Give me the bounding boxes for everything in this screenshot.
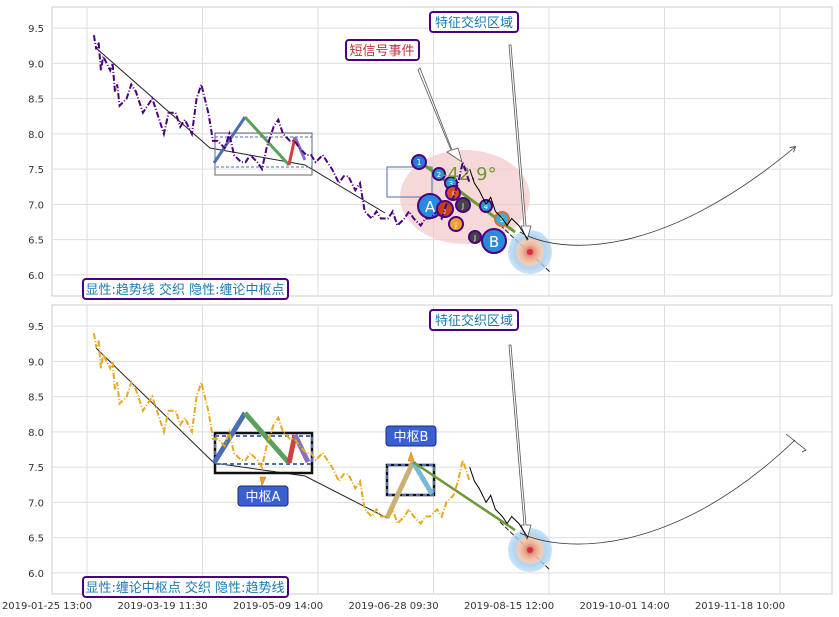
top-signal-markers: 1 2 3 J A J J J 4 5 J B: [411, 154, 510, 254]
signal-label-3: 3: [449, 180, 453, 188]
top-projection-curve: [519, 147, 795, 246]
y-tick-label: 9.5: [28, 322, 44, 333]
series-line-bottom-0: [92, 333, 471, 526]
x-tick-label: 2019-08-15 12:00: [464, 601, 554, 612]
bottom-zigzag-lightblue: [410, 460, 435, 496]
signal-label-j1: J: [451, 190, 454, 198]
bottom-legend-label: 显性:缠论中枢点 交织 隐性:趋势线: [85, 580, 284, 596]
bottom-zone-label-box: 特征交织区域: [429, 309, 519, 331]
pivot-letter-b: B: [489, 233, 499, 251]
top-target-center: [527, 249, 533, 255]
y-tick-label: 7.5: [28, 165, 44, 176]
series-line-top-0: [92, 35, 471, 228]
pivot-b-label: 中枢B: [394, 430, 429, 445]
x-tick-label: 2019-05-09 14:00: [233, 601, 323, 612]
signal-circle-4: [479, 199, 493, 213]
y-tick-label: 6.5: [28, 534, 44, 545]
signal-circle-j5: [468, 230, 482, 244]
pivot-a-label-box: 中枢A: [237, 485, 289, 507]
series-line-top-1: [469, 168, 529, 240]
top-zigzag-blue: [212, 116, 247, 164]
bottom-zigzag-blue: [211, 411, 248, 465]
x-tick-label: 2019-01-25 13:00: [2, 601, 92, 612]
pivot-circle-b: [481, 228, 507, 254]
signal-label-j4: J: [454, 221, 457, 229]
x-tick-labels: 2019-01-25 13:00 2019-03-19 11:30 2019-05-…: [2, 601, 785, 612]
signal-label-j5: J: [473, 234, 476, 242]
top-pivot-box-b: [386, 166, 433, 198]
angle-label: -42.9°: [441, 164, 497, 185]
signal-circle-2: [432, 167, 446, 181]
signal-circle-j4: [448, 216, 464, 232]
signal-label-2: 2: [437, 171, 441, 179]
bottom-projection-tail: [785, 433, 807, 453]
pivot-a-label: 中枢A: [246, 490, 281, 505]
short-signal-label: 短信号事件: [349, 44, 414, 59]
top-zigzag-green: [243, 115, 291, 167]
y-tick-label: 8.5: [28, 95, 44, 106]
y-tick-label: 8.0: [28, 130, 44, 141]
bottom-zigzag-tan: [384, 460, 416, 520]
pivot-letter-a: A: [425, 198, 436, 216]
top-zigzag-red: [287, 136, 297, 166]
bottom-legend-box: 显性:缠论中枢点 交织 隐性:趋势线: [82, 576, 289, 598]
pivot-b-pointer: [407, 451, 415, 462]
y-tick-label: 8.5: [28, 393, 44, 404]
pivot-a-pointer: [259, 476, 267, 487]
bottom-trend-overlay: [95, 344, 807, 572]
signal-circle-1: [411, 154, 427, 170]
top-short-signal-arrow: [417, 67, 463, 163]
signal-label-1: 1: [416, 158, 421, 167]
bottom-long-trendline: [95, 347, 388, 519]
bottom-zigzag-red: [286, 434, 298, 464]
x-tick-label: 2019-11-18 10:00: [695, 601, 785, 612]
x-tick-label: 2019-03-19 11:30: [117, 601, 207, 612]
bottom-target-center: [527, 547, 533, 553]
series-layer: [92, 35, 529, 538]
top-zone-label-box: 特征交织区域: [429, 11, 519, 33]
y-tick-label: 6.0: [28, 271, 44, 282]
top-zone-label: 特征交织区域: [435, 15, 513, 31]
x-tick-label: 2019-06-28 09:30: [348, 601, 438, 612]
bottom-projection-curve: [519, 439, 796, 545]
top-y-tick-labels: 6.0 6.5 7.0 7.5 8.0 8.5 9.0 9.5: [28, 24, 44, 282]
bottom-panel-frame: [51, 304, 833, 595]
top-legend-box: 显性:趋势线 交织 隐性:缠论中枢点: [82, 278, 289, 300]
bottom-zone-label: 特征交织区域: [435, 313, 513, 329]
x-tick-label: 2019-10-01 14:00: [579, 601, 669, 612]
top-pivot-box-a-inner: [214, 136, 313, 168]
y-tick-label: 9.0: [28, 59, 44, 70]
signal-label-5: 5: [500, 216, 504, 224]
y-tick-label: 6.0: [28, 569, 44, 580]
top-panel-frame: [51, 6, 833, 297]
y-tick-label: 8.0: [28, 428, 44, 439]
signal-label-j2: J: [443, 206, 446, 214]
y-tick-label: 7.0: [28, 498, 44, 509]
y-tick-label: 7.0: [28, 200, 44, 211]
short-signal-label-box: 短信号事件: [345, 39, 420, 61]
pivot-b-label-box: 中枢B: [385, 425, 437, 447]
y-tick-label: 9.5: [28, 24, 44, 35]
series-line-bottom-1: [469, 466, 529, 538]
signal-label-4: 4: [484, 203, 489, 211]
signal-label-j3: J: [461, 202, 464, 210]
bottom-green-trend: [412, 460, 516, 532]
y-tick-label: 6.5: [28, 236, 44, 247]
bottom-zigzag-green: [243, 411, 291, 465]
signal-circle-j3: [455, 197, 471, 213]
bottom-y-tick-labels: 6.0 6.5 7.0 7.5 8.0 8.5 9.0 9.5: [28, 322, 44, 580]
top-legend-label: 显性:趋势线 交织 隐性:缠论中枢点: [85, 282, 284, 298]
y-tick-label: 9.0: [28, 357, 44, 368]
y-tick-label: 7.5: [28, 463, 44, 474]
